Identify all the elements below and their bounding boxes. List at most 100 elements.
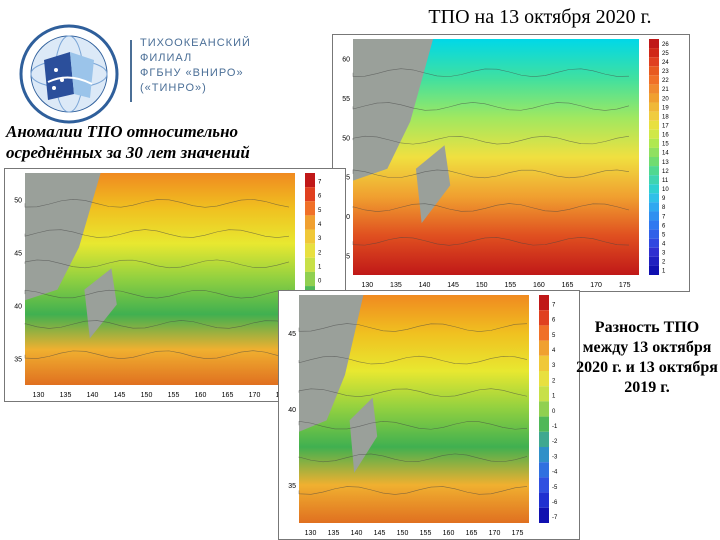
y-tick-label: 50 <box>14 198 22 205</box>
contour-line <box>24 259 290 269</box>
colorbar-swatch <box>539 340 549 356</box>
colorbar-swatch <box>305 187 315 202</box>
x-tick-label: 160 <box>533 282 545 289</box>
y-tick-label: 45 <box>288 331 296 338</box>
colorbar-label: 24 <box>662 60 669 66</box>
colorbar-label: -1 <box>552 424 558 430</box>
y-tick-label: 60 <box>342 57 350 64</box>
x-tick-label: 175 <box>619 282 631 289</box>
colorbar-label: 5 <box>662 232 666 238</box>
contour-line <box>352 135 630 145</box>
colorbar-swatch <box>649 111 659 121</box>
contour-line <box>24 289 290 299</box>
land-mass <box>299 295 364 432</box>
colorbar-label: 20 <box>662 96 669 102</box>
y-tick-label: 45 <box>342 175 350 182</box>
colorbar-label: 5 <box>318 208 322 214</box>
colorbar-swatch <box>305 215 315 230</box>
colorbar-swatch <box>539 431 549 447</box>
colorbar-label: 10 <box>662 187 669 193</box>
colorbar-swatch <box>305 229 315 244</box>
colorbar-swatch <box>649 238 659 248</box>
colorbar-swatch <box>649 147 659 157</box>
colorbar-label: 22 <box>662 78 669 84</box>
colorbar-label: -4 <box>552 470 558 476</box>
colorbar-swatch <box>649 84 659 94</box>
x-tick-label: 160 <box>443 530 455 537</box>
colorbar-swatch <box>305 257 315 272</box>
y-tick-label: 55 <box>342 96 350 103</box>
x-tick-label: 165 <box>222 392 234 399</box>
colorbar-swatch <box>539 386 549 402</box>
y-tick-label: 35 <box>342 253 350 260</box>
anomaly-caption: Аномалии ТПО относительно осреднённых за… <box>6 122 250 162</box>
x-tick-label: 155 <box>504 282 516 289</box>
colorbar-label: 15 <box>662 142 669 148</box>
colorbar-label: 7 <box>552 302 556 308</box>
difference-map: 130 135 140 145 150 155 160 165 170 175 45 40 35 7 6 5 4… <box>278 290 580 540</box>
colorbar-label: 4 <box>662 242 666 248</box>
org-line: ФИЛИАЛ <box>140 52 193 64</box>
x-tick-label: 130 <box>33 392 45 399</box>
x-tick-label: 150 <box>397 530 409 537</box>
colorbar-swatch <box>539 462 549 478</box>
colorbar-label: 2 <box>552 378 556 384</box>
colorbar-label: 18 <box>662 114 669 120</box>
contour-line <box>352 68 630 78</box>
contour-line <box>298 388 528 398</box>
colorbar-swatch <box>539 310 549 326</box>
colorbar-label: 5 <box>552 333 556 339</box>
colorbar-label: 4 <box>318 222 322 228</box>
x-tick-label: 155 <box>420 530 432 537</box>
contour-line <box>352 169 630 179</box>
colorbar-swatch <box>539 401 549 417</box>
colorbar-swatch <box>649 66 659 76</box>
colorbar-label: 3 <box>552 363 556 369</box>
colorbar-label: 26 <box>662 42 669 48</box>
colorbar-label: 14 <box>662 151 669 157</box>
x-tick-label: 145 <box>374 530 386 537</box>
org-line: ТИХООКЕАНСКИЙ <box>140 37 251 49</box>
colorbar-label: 3 <box>318 236 322 242</box>
colorbar-label: 25 <box>662 51 669 57</box>
org-line: ФГБНУ «ВНИРО» <box>140 67 244 79</box>
colorbar-swatch <box>305 271 315 287</box>
colorbar-swatch <box>649 48 659 58</box>
colorbar-swatch <box>649 175 659 185</box>
colorbar-swatch <box>649 129 659 139</box>
y-tick-label: 45 <box>14 251 22 258</box>
page-title: ТПО на 13 октября 2020 г. <box>428 6 652 28</box>
colorbar-swatch <box>539 371 549 387</box>
y-tick-label: 35 <box>288 483 296 490</box>
colorbar-label: 7 <box>318 180 322 186</box>
colorbar-swatch <box>649 166 659 176</box>
colorbar-swatch <box>539 295 549 311</box>
org-line: («ТИНРО») <box>140 82 207 94</box>
organization-name: ТИХООКЕАНСКИЙ ФИЛИАЛ ФГБНУ «ВНИРО» («ТИН… <box>130 36 251 102</box>
sst-map: 130 135 140 145 150 155 160 165 170 175 60 55 50 45 40… <box>332 34 690 292</box>
colorbar-label: 13 <box>662 160 669 166</box>
colorbar-label: 21 <box>662 87 669 93</box>
contour-line <box>298 323 528 332</box>
colorbar-label: -3 <box>552 454 558 460</box>
contour-line <box>298 453 528 463</box>
colorbar-swatch <box>649 193 659 203</box>
colorbar-swatch <box>649 102 659 112</box>
contour-line <box>24 350 290 360</box>
x-tick-label: 175 <box>512 530 524 537</box>
colorbar-label: 7 <box>662 214 666 220</box>
x-tick-label: 150 <box>141 392 153 399</box>
colorbar-label: 2 <box>662 260 666 266</box>
colorbar-label: 8 <box>662 205 666 211</box>
colorbar-label: 6 <box>662 223 666 229</box>
colorbar-swatch <box>649 157 659 167</box>
colorbar-label: 1 <box>662 269 666 275</box>
colorbar-swatch <box>539 325 549 341</box>
x-tick-label: 140 <box>351 530 363 537</box>
colorbar-label: 23 <box>662 69 669 75</box>
colorbar-swatch <box>649 75 659 85</box>
colorbar-swatch <box>539 355 549 371</box>
colorbar-swatch <box>649 39 659 49</box>
colorbar-label: 0 <box>552 409 556 415</box>
contour-line <box>24 229 290 238</box>
